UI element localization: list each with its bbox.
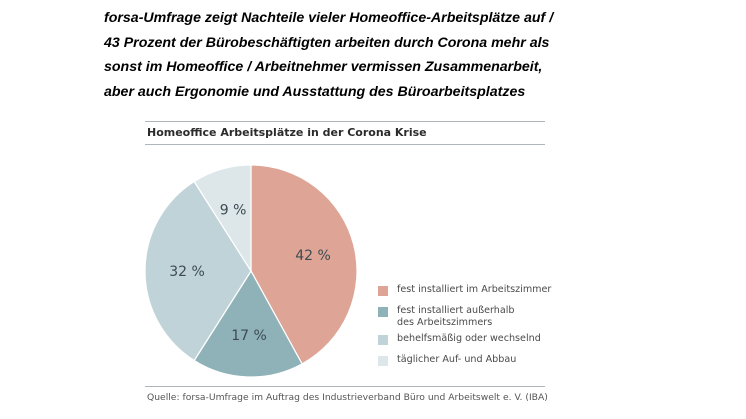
pie-slice-4 <box>193 164 252 274</box>
legend-swatch-1 <box>378 286 388 296</box>
source-rule <box>145 386 545 387</box>
source-note: Quelle: forsa-Umfrage im Auftrag des Ind… <box>147 392 548 403</box>
legend-label-4: täglicher Auf- und Abbau <box>397 354 517 365</box>
legend-label-1: fest installiert im Arbeitszimmer <box>397 284 552 295</box>
legend-swatch-4 <box>378 356 388 366</box>
pie-slice-label-2: 17 % <box>231 328 267 344</box>
legend-swatch-2 <box>378 307 388 317</box>
headline: forsa-Umfrage zeigt Nachteile vieler Hom… <box>104 6 664 104</box>
headline-line-4: aber auch Ergonomie und Ausstattung des … <box>104 83 526 100</box>
chart-top-rule <box>145 121 545 122</box>
pie-slice-3 <box>144 180 252 362</box>
legend-label-3: behelfsmäßig oder wechselnd <box>397 333 541 344</box>
chart-title: Homeoffice Arbeitsplätze in der Corona K… <box>147 126 427 139</box>
legend-label-2: fest installiert außerhalb des Arbeitszi… <box>397 305 515 328</box>
headline-line-3: sonst im Homeoffice / Arbeitnehmer vermi… <box>104 59 543 76</box>
headline-line-1: forsa-Umfrage zeigt Nachteile vieler Hom… <box>104 10 554 26</box>
legend-swatch-3 <box>378 335 388 345</box>
chart-title-rule <box>145 144 545 145</box>
pie-slice-1 <box>250 164 358 365</box>
pie-slice-label-3: 32 % <box>169 264 205 280</box>
pie-slice-label-1: 42 % <box>295 248 331 264</box>
pie-slice-label-4: 9 % <box>220 203 247 219</box>
headline-line-2: 43 Prozent der Bürobeschäftigten arbeite… <box>104 34 550 51</box>
pie-slice-2 <box>193 269 303 378</box>
